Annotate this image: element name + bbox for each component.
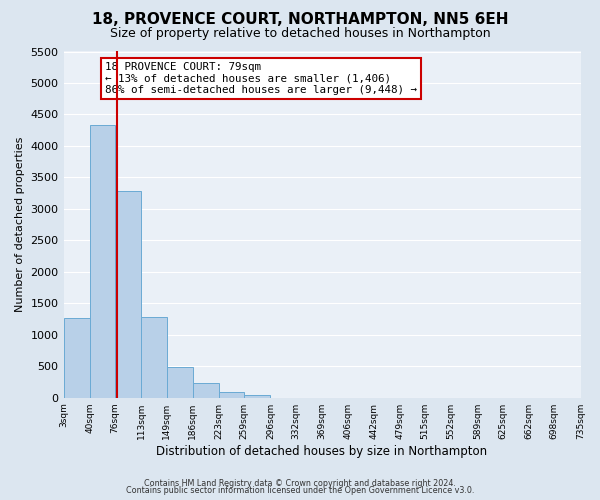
Text: Contains public sector information licensed under the Open Government Licence v3: Contains public sector information licen… [126,486,474,495]
Text: 18 PROVENCE COURT: 79sqm
← 13% of detached houses are smaller (1,406)
86% of sem: 18 PROVENCE COURT: 79sqm ← 13% of detach… [105,62,417,95]
Bar [141,316,167,398]
Bar [64,318,89,398]
Bar [167,368,193,398]
Y-axis label: Number of detached properties: Number of detached properties [15,137,25,312]
Bar [193,383,219,398]
Text: 18, PROVENCE COURT, NORTHAMPTON, NN5 6EH: 18, PROVENCE COURT, NORTHAMPTON, NN5 6EH [92,12,508,28]
Bar [244,394,271,398]
Text: Size of property relative to detached houses in Northampton: Size of property relative to detached ho… [110,28,490,40]
Bar [89,124,115,398]
Bar [219,392,244,398]
X-axis label: Distribution of detached houses by size in Northampton: Distribution of detached houses by size … [157,444,488,458]
Text: Contains HM Land Registry data © Crown copyright and database right 2024.: Contains HM Land Registry data © Crown c… [144,478,456,488]
Bar [115,191,141,398]
